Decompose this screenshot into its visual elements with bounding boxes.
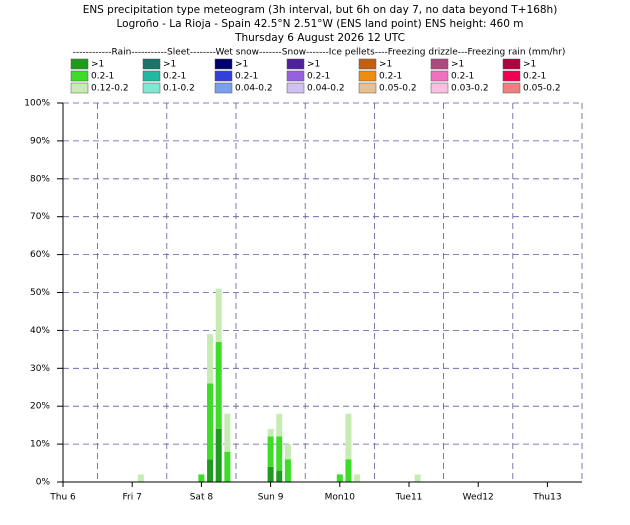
legend-swatch bbox=[430, 58, 449, 70]
legend-swatch bbox=[286, 58, 305, 70]
legend-label: 0.2-1 bbox=[235, 72, 258, 82]
y-tick-label: 40% bbox=[30, 326, 50, 336]
legend-label: >1 bbox=[523, 60, 536, 70]
x-tick-label: Fri 7 bbox=[123, 493, 142, 503]
bar-segment bbox=[276, 470, 283, 482]
x-tick-label: Thu13 bbox=[532, 493, 561, 503]
bar-segment bbox=[137, 474, 144, 482]
legend-swatch bbox=[286, 82, 305, 94]
legend-swatch bbox=[502, 82, 521, 94]
y-tick-label: 30% bbox=[30, 364, 50, 374]
y-tick-label: 50% bbox=[30, 288, 50, 298]
y-tick-label: 0% bbox=[36, 478, 51, 488]
legend-swatch bbox=[142, 70, 161, 82]
legend-label: 0.2-1 bbox=[523, 72, 546, 82]
legend-label: 0.2-1 bbox=[379, 72, 402, 82]
bar-segment bbox=[284, 459, 291, 482]
bar-segment bbox=[267, 428, 274, 437]
legend-swatch bbox=[70, 82, 89, 94]
legend-label: 0.03-0.2 bbox=[451, 84, 489, 94]
bar-segment bbox=[276, 436, 283, 471]
y-tick-label: 60% bbox=[30, 250, 50, 260]
chart-subtitle: Logroño - La Rioja - Spain 42.5°N 2.51°W… bbox=[117, 18, 524, 30]
legend-label: 0.05-0.2 bbox=[379, 84, 417, 94]
bar-segment bbox=[207, 334, 214, 384]
legend-swatch bbox=[358, 82, 377, 94]
x-tick-label: Wed12 bbox=[463, 493, 494, 503]
legend-swatch bbox=[70, 58, 89, 70]
legend-label: 0.2-1 bbox=[307, 72, 330, 82]
bar-segment bbox=[215, 428, 222, 482]
legend-label: >1 bbox=[163, 60, 176, 70]
y-tick-label: 90% bbox=[30, 136, 50, 146]
legend-swatch bbox=[430, 70, 449, 82]
bar-segment bbox=[224, 413, 231, 452]
legend-swatch bbox=[358, 70, 377, 82]
bar-segment bbox=[198, 474, 205, 482]
legend-swatch bbox=[430, 82, 449, 94]
chart-title: ENS precipitation type meteogram (3h int… bbox=[83, 4, 558, 16]
bar-segment bbox=[207, 459, 214, 482]
y-tick-label: 100% bbox=[24, 99, 50, 109]
legend-label: 0.04-0.2 bbox=[307, 84, 345, 94]
legend-label: 0.12-0.2 bbox=[91, 84, 129, 94]
legend-label: >1 bbox=[235, 60, 248, 70]
bar-segment bbox=[215, 341, 222, 429]
legend-label: >1 bbox=[307, 60, 320, 70]
bar-segment bbox=[215, 288, 222, 342]
y-tick-label: 70% bbox=[30, 212, 50, 222]
legend-swatch bbox=[142, 58, 161, 70]
legend-label: 0.1-0.2 bbox=[163, 84, 195, 94]
bar-segment bbox=[414, 474, 421, 482]
legend-label: 0.2-1 bbox=[451, 72, 474, 82]
bar-segment bbox=[354, 474, 361, 482]
legend-swatch bbox=[358, 58, 377, 70]
bar-segment bbox=[267, 436, 274, 467]
legend-header: ------------Rain-----------Sleet--------… bbox=[73, 48, 566, 58]
x-tick-label: Sat 8 bbox=[190, 493, 214, 503]
y-tick-label: 10% bbox=[30, 440, 50, 450]
y-tick-label: 80% bbox=[30, 174, 50, 184]
legend-swatch bbox=[70, 70, 89, 82]
legend-swatch bbox=[214, 58, 233, 70]
bar-segment bbox=[345, 459, 352, 482]
bar-segment bbox=[207, 383, 214, 460]
legend-label: 0.2-1 bbox=[91, 72, 114, 82]
bar-segment bbox=[336, 474, 343, 482]
y-tick-label: 20% bbox=[30, 402, 50, 412]
bar-segment bbox=[224, 451, 231, 482]
legend-label: 0.04-0.2 bbox=[235, 84, 273, 94]
bar-segment bbox=[345, 413, 352, 460]
legend-swatch bbox=[214, 82, 233, 94]
legend-swatch bbox=[502, 70, 521, 82]
legend-label: >1 bbox=[451, 60, 464, 70]
x-tick-label: Tue11 bbox=[395, 493, 423, 503]
legend-label: 0.05-0.2 bbox=[523, 84, 561, 94]
legend-swatch bbox=[286, 70, 305, 82]
legend-swatch bbox=[214, 70, 233, 82]
bar-segment bbox=[267, 466, 274, 482]
x-tick-label: Mon10 bbox=[325, 493, 356, 503]
legend-swatch bbox=[142, 82, 161, 94]
legend-label: >1 bbox=[91, 60, 104, 70]
bar-segment bbox=[284, 444, 291, 460]
chart-date: Thursday 6 August 2026 12 UTC bbox=[234, 32, 405, 44]
bar-segment bbox=[276, 413, 283, 437]
legend-label: 0.2-1 bbox=[163, 72, 186, 82]
x-tick-label: Thu 6 bbox=[49, 493, 76, 503]
legend-label: >1 bbox=[379, 60, 392, 70]
legend-swatch bbox=[502, 58, 521, 70]
x-tick-label: Sun 9 bbox=[258, 493, 284, 503]
